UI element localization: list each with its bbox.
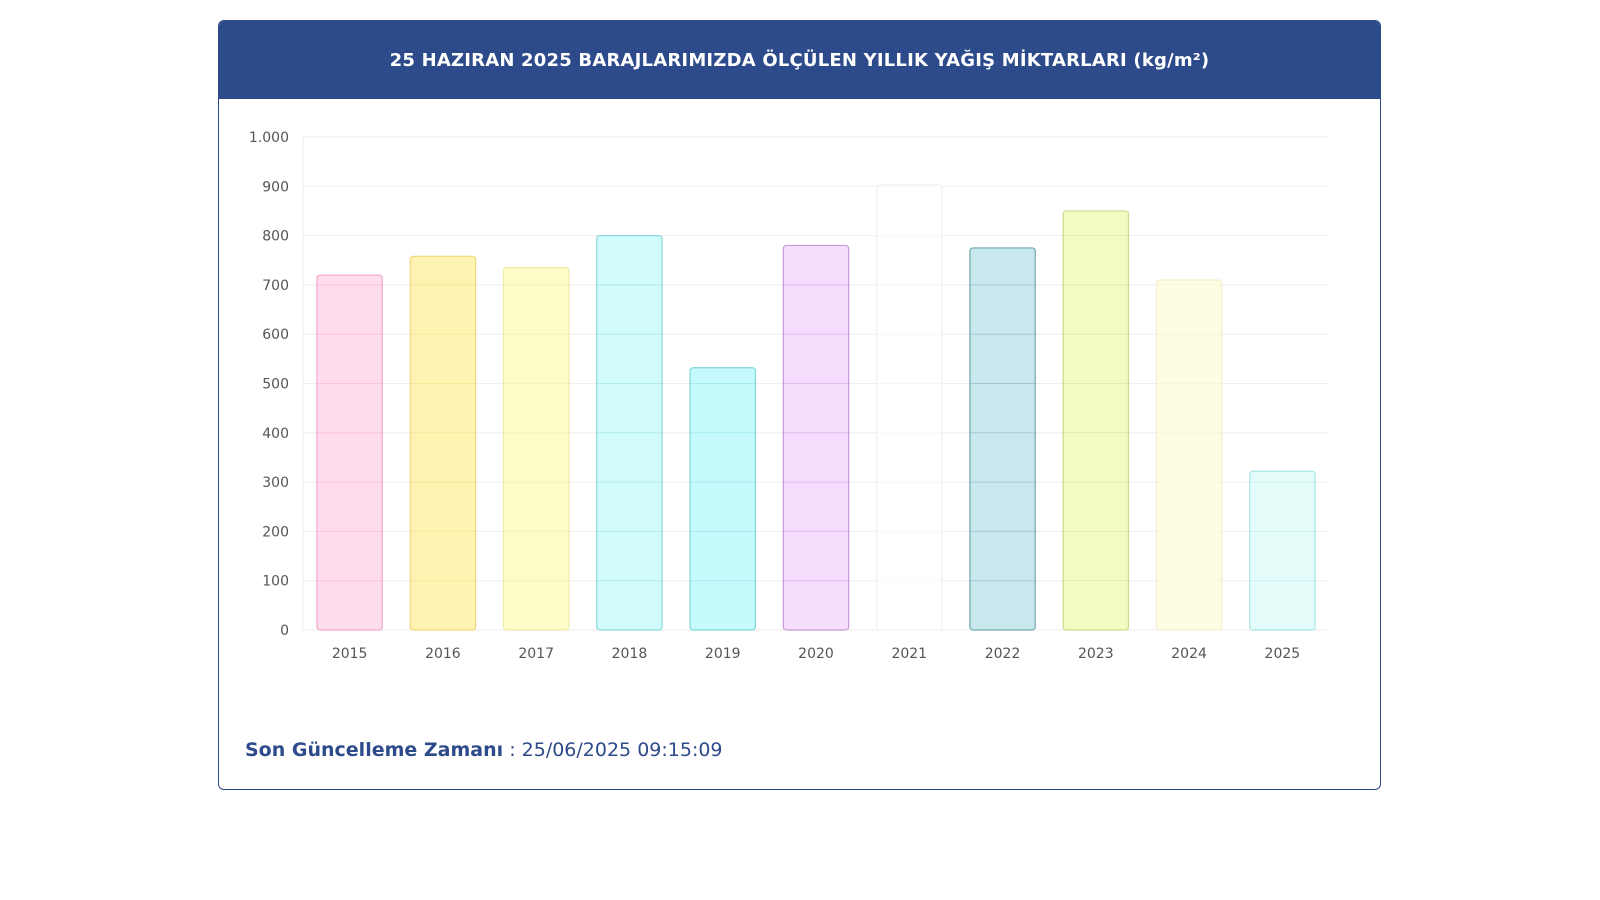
bar-2022[interactable] bbox=[969, 247, 1036, 631]
chart-area: 0 100 200 300 400 500 600 700 800 900 1.000 2015 20… bbox=[219, 99, 1380, 699]
bar-2021[interactable] bbox=[876, 184, 943, 631]
bars bbox=[316, 184, 1316, 631]
x-tick-label: 2023 bbox=[1078, 646, 1114, 662]
bar-2018[interactable] bbox=[596, 235, 663, 631]
x-tick-label: 2025 bbox=[1265, 646, 1301, 662]
y-tick-label: 700 bbox=[262, 278, 289, 294]
y-tick-label: 900 bbox=[262, 179, 289, 195]
y-tick-label: 800 bbox=[262, 229, 289, 245]
x-tick-label: 2020 bbox=[798, 646, 834, 662]
x-tick-label: 2018 bbox=[612, 646, 648, 662]
bar-2023[interactable] bbox=[1062, 210, 1130, 631]
x-tick-label: 2022 bbox=[985, 646, 1021, 662]
bar-2017[interactable] bbox=[502, 267, 570, 631]
y-tick-label: 1.000 bbox=[249, 130, 289, 146]
y-tick-label: 200 bbox=[262, 524, 289, 540]
x-tick-label: 2024 bbox=[1171, 646, 1207, 662]
y-axis-ticks: 0 100 200 300 400 500 600 700 800 900 1.000 bbox=[249, 130, 289, 639]
x-tick-label: 2021 bbox=[891, 646, 927, 662]
bar-2015[interactable] bbox=[316, 274, 383, 631]
last-updated-label: Son Güncelleme Zamanı bbox=[245, 739, 504, 761]
last-updated-value: 25/06/2025 09:15:09 bbox=[521, 739, 723, 761]
last-updated: Son Güncelleme Zamanı : 25/06/2025 09:15… bbox=[245, 739, 723, 761]
bar-2016[interactable] bbox=[409, 255, 477, 631]
chart-title: 25 HAZIRAN 2025 BARAJLARIMIZDA ÖLÇÜLEN Y… bbox=[219, 21, 1380, 99]
x-tick-label: 2016 bbox=[425, 646, 461, 662]
chart-card: 25 HAZIRAN 2025 BARAJLARIMIZDA ÖLÇÜLEN Y… bbox=[218, 20, 1381, 790]
last-updated-separator: : bbox=[503, 739, 522, 761]
y-tick-label: 300 bbox=[262, 475, 289, 491]
bar-2024[interactable] bbox=[1155, 279, 1223, 631]
x-tick-label: 2017 bbox=[518, 646, 554, 662]
y-tick-label: 500 bbox=[262, 377, 289, 393]
y-tick-label: 400 bbox=[262, 426, 289, 442]
bar-2020[interactable] bbox=[782, 244, 850, 631]
y-tick-label: 600 bbox=[262, 327, 289, 343]
x-tick-label: 2015 bbox=[332, 646, 368, 662]
bar-2019[interactable] bbox=[689, 367, 756, 631]
y-tick-label: 0 bbox=[280, 623, 289, 639]
x-tick-label: 2019 bbox=[705, 646, 741, 662]
y-tick-label: 100 bbox=[262, 574, 289, 590]
x-axis-ticks: 2015 2016 2017 2018 2019 2020 2021 2022 2023 2024… bbox=[332, 646, 1300, 662]
bar-2025[interactable] bbox=[1249, 470, 1316, 631]
